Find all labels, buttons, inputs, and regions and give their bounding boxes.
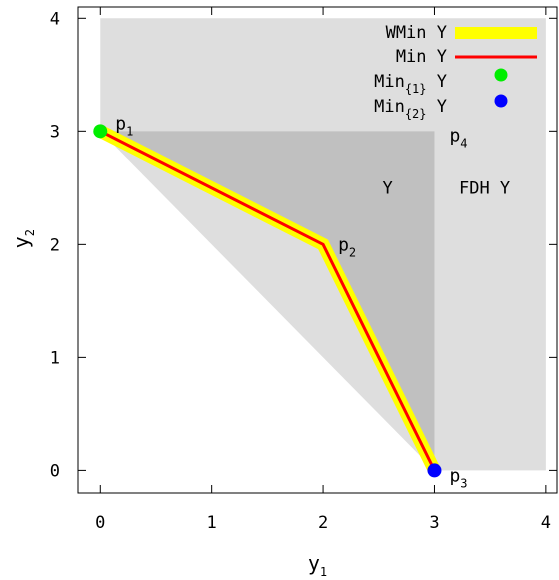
y-tick-label: 0	[50, 461, 60, 481]
fdh-region-label: FDH Y	[459, 178, 510, 198]
legend-label: Min{2} Y	[374, 97, 447, 121]
legend-label: WMin Y	[386, 23, 447, 43]
point-label-p3: p3	[449, 465, 467, 490]
legend-swatch-min2	[494, 94, 508, 108]
x-tick-label: 3	[429, 513, 439, 533]
min2-point	[427, 463, 442, 478]
plot-frame	[77, 6, 558, 494]
ticks-layer: 0 1 2 3 4 0 1 2 3 4	[50, 7, 557, 533]
y-region	[100, 131, 435, 471]
point-label-p4: p4	[449, 125, 467, 150]
y-tick-label: 3	[50, 122, 60, 142]
legend-swatch-min1	[494, 68, 508, 82]
point-label-p2: p2	[338, 234, 356, 259]
series-layer	[93, 124, 441, 477]
min1-point	[93, 124, 108, 139]
y-tick-label: 2	[50, 235, 60, 255]
legend-label: Min{1} Y	[374, 72, 447, 96]
x-tick-label: 2	[318, 513, 328, 533]
points-layer	[93, 124, 442, 478]
x-tick-label: 1	[207, 513, 217, 533]
legend-label: Min Y	[396, 47, 447, 67]
y-tick-label: 4	[50, 9, 60, 29]
x-tick-label: 0	[95, 513, 105, 533]
y-region-label: Y	[383, 178, 393, 198]
x-axis-title: y1	[308, 551, 327, 579]
min-line	[99, 129, 436, 472]
labels-layer: y1 y2 Y FDH Y p1 p2 p3 p4	[9, 113, 510, 579]
y-axis-title: y2	[9, 229, 37, 248]
x-tick-label: 4	[541, 513, 551, 533]
point-label-p1: p1	[115, 113, 133, 138]
y-tick-label: 1	[50, 348, 60, 368]
